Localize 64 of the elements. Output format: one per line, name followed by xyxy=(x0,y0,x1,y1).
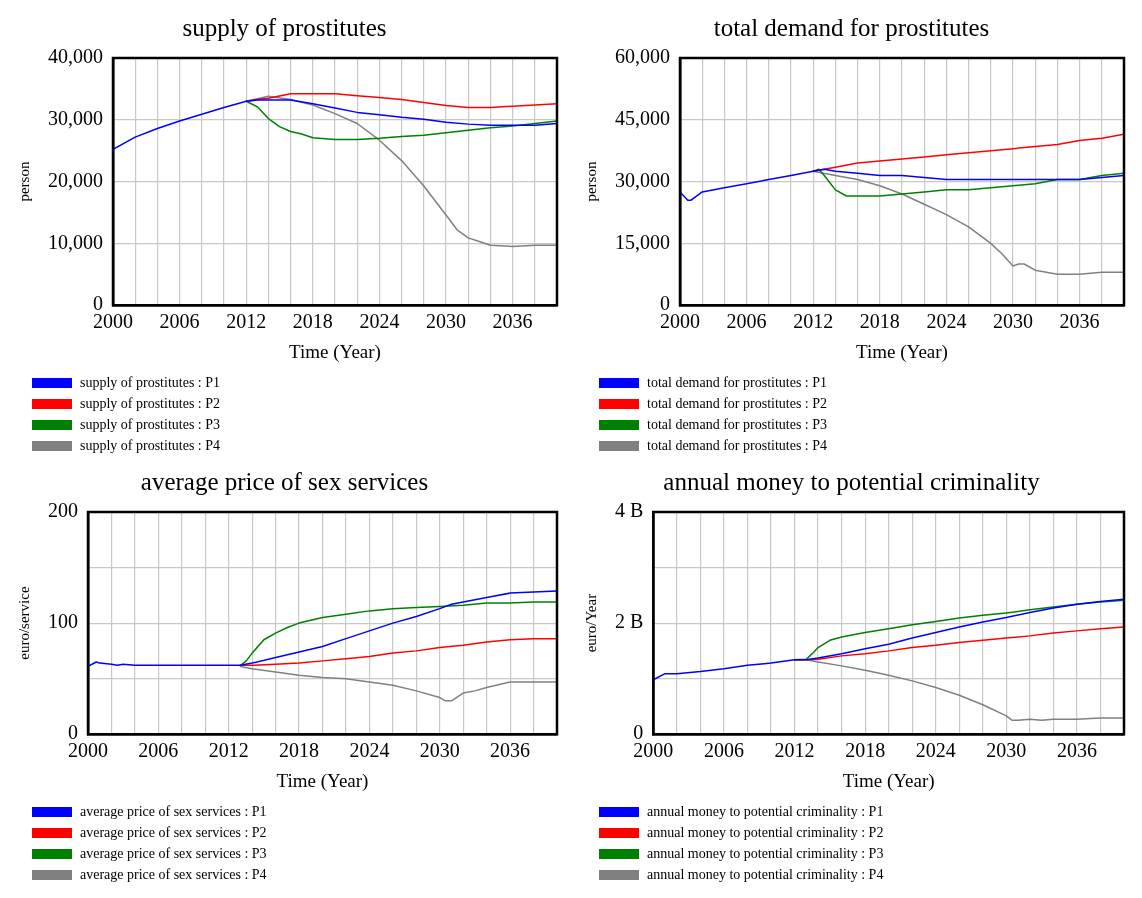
legend-label: total demand for prostitutes : P4 xyxy=(647,437,828,454)
x-tick-label: 2024 xyxy=(926,310,967,333)
legend-label: total demand for prostitutes : P2 xyxy=(647,395,828,412)
legend-label: average price of sex services : P3 xyxy=(80,845,267,862)
legend-label: total demand for prostitutes : P1 xyxy=(647,374,828,391)
y-tick-label: 30,000 xyxy=(48,107,103,130)
x-tick-label: 2006 xyxy=(703,739,744,762)
legend-label: supply of prostitutes : P1 xyxy=(80,374,221,391)
x-tick-label: 2018 xyxy=(845,739,886,762)
x-tick-label: 2036 xyxy=(1056,739,1097,762)
x-tick-label: 2024 xyxy=(359,310,400,333)
x-axis-title: Time (Year) xyxy=(856,340,948,363)
y-axis-title: person xyxy=(582,161,599,202)
y-tick-label: 40,000 xyxy=(48,45,103,68)
x-tick-label: 2012 xyxy=(226,310,267,333)
y-tick-label: 60,000 xyxy=(615,45,670,68)
x-tick-label: 2018 xyxy=(292,310,333,333)
x-tick-label: 2012 xyxy=(208,739,249,762)
y-tick-label: 100 xyxy=(48,610,78,633)
y-axis-title: person xyxy=(15,161,32,202)
legend-label: supply of prostitutes : P4 xyxy=(80,437,221,454)
x-tick-label: 2006 xyxy=(138,739,179,762)
legend-label: average price of sex services : P2 xyxy=(80,824,267,841)
y-axis-title: euro/service xyxy=(15,586,32,660)
legend-label: supply of prostitutes : P3 xyxy=(80,416,221,433)
chart-title: supply of prostitutes xyxy=(182,13,387,41)
x-axis-title: Time (Year) xyxy=(289,340,381,363)
y-axis-title: euro/Year xyxy=(582,593,599,653)
y-tick-label: 45,000 xyxy=(615,107,670,130)
legend-label: annual money to potential criminality : P3 xyxy=(647,845,884,862)
y-tick-label: 20,000 xyxy=(48,168,103,191)
chart-title: total demand for prostitutes xyxy=(713,13,990,41)
x-tick-label: 2024 xyxy=(915,739,956,762)
x-tick-label: 2030 xyxy=(426,310,466,333)
legend-label: total demand for prostitutes : P3 xyxy=(647,416,828,433)
legend-label: annual money to potential criminality : P1 xyxy=(647,803,884,820)
y-tick-label: 15,000 xyxy=(615,230,670,253)
legend-label: annual money to potential criminality : P4 xyxy=(647,866,884,883)
x-tick-label: 2030 xyxy=(419,739,460,762)
x-tick-label: 2012 xyxy=(774,739,815,762)
x-tick-label: 2006 xyxy=(726,310,767,333)
x-tick-label: 2030 xyxy=(986,739,1027,762)
x-axis-title: Time (Year) xyxy=(276,769,369,792)
legend-label: supply of prostitutes : P2 xyxy=(80,395,221,412)
x-tick-label: 2024 xyxy=(349,739,390,762)
x-tick-label: 2030 xyxy=(993,310,1033,333)
x-tick-label: 2006 xyxy=(159,310,200,333)
x-axis-title: Time (Year) xyxy=(842,769,935,792)
x-tick-label: 2036 xyxy=(1059,310,1100,333)
y-tick-label: 200 xyxy=(48,499,78,522)
chart-title: average price of sex services xyxy=(140,467,429,495)
x-tick-label: 2018 xyxy=(859,310,900,333)
legend-label: average price of sex services : P1 xyxy=(80,803,267,820)
legend-label: average price of sex services : P4 xyxy=(80,866,267,883)
x-tick-label: 2018 xyxy=(279,739,320,762)
chart-title: annual money to potential criminality xyxy=(663,467,1041,495)
legend-label: annual money to potential criminality : P2 xyxy=(647,824,884,841)
x-tick-label: 2012 xyxy=(793,310,834,333)
y-tick-label: 10,000 xyxy=(48,230,103,253)
x-tick-label: 2036 xyxy=(490,739,531,762)
y-tick-label: 4 B xyxy=(615,499,644,522)
x-tick-label: 2036 xyxy=(492,310,533,333)
y-tick-label: 30,000 xyxy=(615,168,670,191)
y-tick-label: 2 B xyxy=(615,610,644,633)
